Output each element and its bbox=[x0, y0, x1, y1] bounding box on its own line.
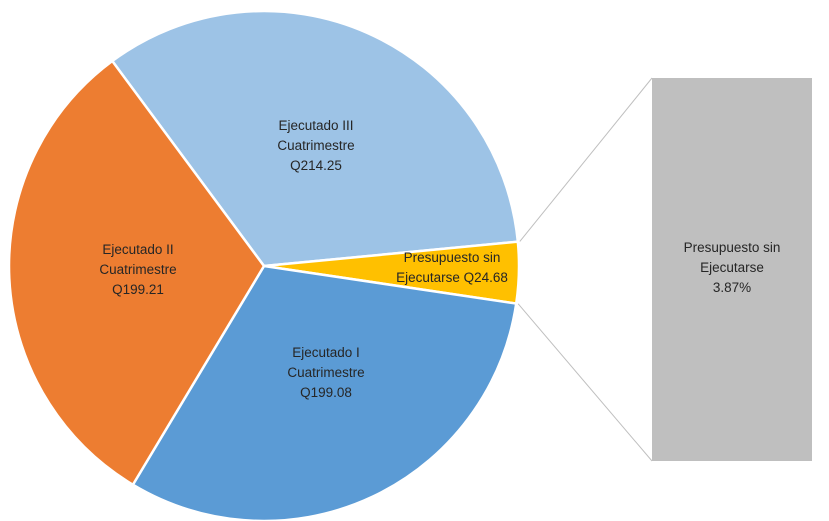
slice-label-line: Presupuesto sin bbox=[404, 250, 501, 265]
secondary-bar-label: Presupuesto sin Ejecutarse 3.87% bbox=[684, 240, 781, 295]
connector-line-bottom bbox=[517, 303, 653, 462]
pie-slice-ejecutado-i-cuatrimestre bbox=[131, 264, 518, 521]
pie-slice-ejecutado-iii-cuatrimestre bbox=[110, 9, 520, 268]
slice-label-line: Cuatrimestre bbox=[99, 262, 176, 277]
pie-slice-ejecutado-ii-cuatrimestre bbox=[7, 59, 266, 487]
slice-label-line: Q214.25 bbox=[290, 158, 342, 173]
secondary-bar: Presupuesto sin Ejecutarse 3.87% bbox=[652, 78, 812, 461]
pie-slice-labels: Ejecutado III Cuatrimestre Q214.25 Presupue… bbox=[99, 118, 508, 400]
slice-label-ejecutado-iii-cuatrimestre: Ejecutado III Cuatrimestre Q214.25 bbox=[277, 118, 354, 173]
pie-slices bbox=[7, 9, 521, 521]
slice-label-ejecutado-i-cuatrimestre: Ejecutado I Cuatrimestre Q199.08 bbox=[287, 345, 364, 400]
slice-label-ejecutado-ii-cuatrimestre: Ejecutado II Cuatrimestre Q199.21 bbox=[99, 242, 176, 297]
slice-label-line: Ejecutado I bbox=[292, 345, 360, 360]
secondary-bar-label-line: Presupuesto sin bbox=[684, 240, 781, 255]
connector-line-top bbox=[519, 77, 653, 242]
secondary-bar-segment bbox=[652, 78, 812, 461]
slice-label-line: Cuatrimestre bbox=[287, 365, 364, 380]
slice-label-line: Ejecutado II bbox=[102, 242, 173, 257]
slice-label-line: Ejecutado III bbox=[278, 118, 353, 133]
secondary-bar-label-line: Ejecutarse bbox=[700, 260, 764, 275]
connector-lines bbox=[517, 77, 653, 462]
slice-label-line: Q199.08 bbox=[300, 385, 352, 400]
slice-label-presupuesto-sin-ejecutarse: Presupuesto sin Ejecutarse Q24.68 bbox=[396, 250, 508, 285]
secondary-bar-label-line: 3.87% bbox=[713, 280, 751, 295]
slice-label-line: Cuatrimestre bbox=[277, 138, 354, 153]
slice-label-line: Ejecutarse Q24.68 bbox=[396, 270, 508, 285]
slice-label-line: Q199.21 bbox=[112, 282, 164, 297]
